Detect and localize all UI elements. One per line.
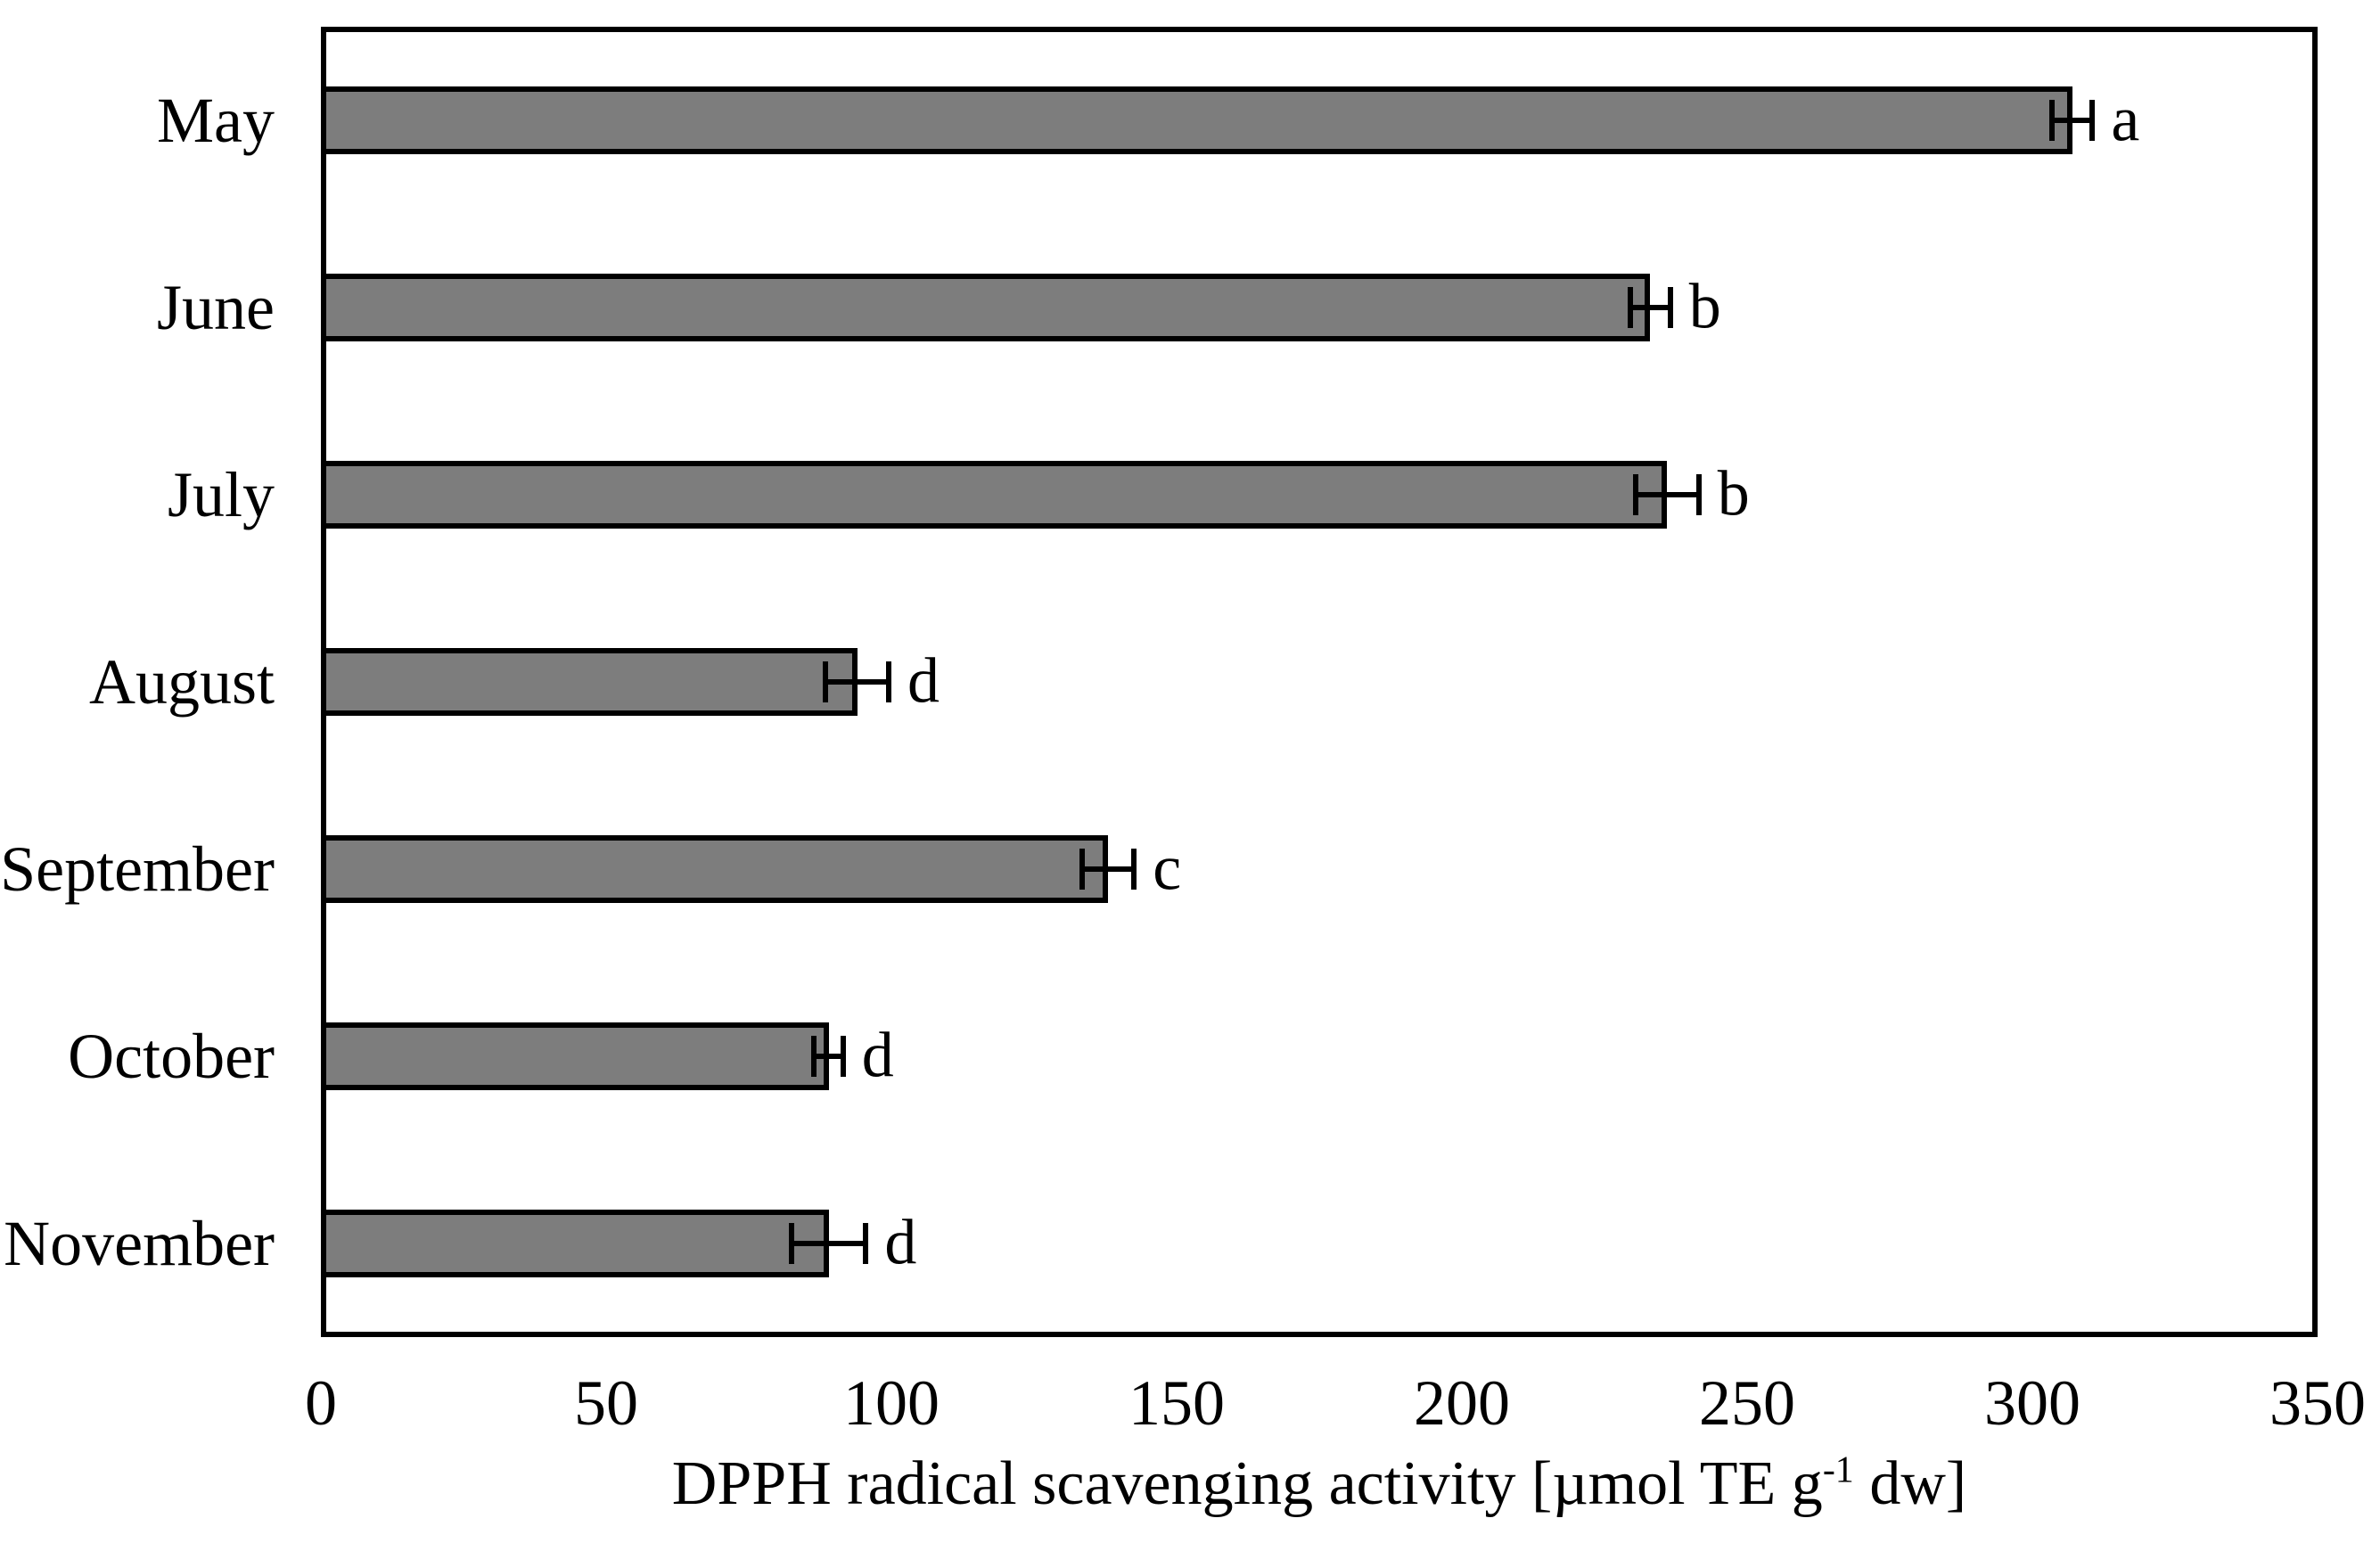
x-axis-title-superscript: -1 xyxy=(1822,1449,1854,1491)
error-bar-october xyxy=(811,1054,846,1059)
x-tick-label-0: 0 xyxy=(305,1367,337,1439)
significance-letter-may: a xyxy=(2111,83,2140,155)
bar-november xyxy=(321,1210,829,1277)
category-label-september: September xyxy=(0,833,275,905)
error-bar-right-cap-june xyxy=(1667,287,1673,328)
error-bar-right-cap-october xyxy=(840,1036,846,1077)
bar-october xyxy=(321,1022,829,1090)
error-bar-left-cap-july xyxy=(1633,474,1638,515)
category-label-november: November xyxy=(4,1208,275,1279)
significance-letter-august: d xyxy=(907,644,940,717)
error-bar-right-cap-may xyxy=(2089,100,2096,141)
error-bar-left-cap-october xyxy=(811,1036,817,1077)
significance-letter-october: d xyxy=(861,1019,894,1091)
x-tick-label-150: 150 xyxy=(1128,1367,1225,1439)
x-tick-label-350: 350 xyxy=(2269,1367,2366,1439)
x-axis-title-main: DPPH radical scavenging activity [µmol T… xyxy=(671,1449,1823,1518)
x-axis-title-suffix: dw] xyxy=(1853,1449,1967,1518)
category-label-july: July xyxy=(167,459,275,530)
significance-letter-september: c xyxy=(1153,832,1182,904)
error-bar-left-cap-august xyxy=(823,661,829,702)
category-label-october: October xyxy=(68,1021,275,1092)
category-label-june: June xyxy=(157,272,275,343)
x-tick-label-300: 300 xyxy=(1984,1367,2080,1439)
error-bar-september xyxy=(1079,866,1137,872)
category-label-august: August xyxy=(88,646,275,718)
x-tick-label-50: 50 xyxy=(574,1367,638,1439)
x-tick-label-200: 200 xyxy=(1414,1367,1510,1439)
error-bar-august xyxy=(823,679,891,685)
bar-july xyxy=(321,461,1667,529)
error-bar-right-cap-july xyxy=(1695,474,1702,515)
error-bar-right-cap-november xyxy=(863,1223,869,1264)
significance-letter-june: b xyxy=(1688,270,1721,342)
x-axis-title: DPPH radical scavenging activity [µmol T… xyxy=(321,1449,2318,1515)
x-tick-label-100: 100 xyxy=(843,1367,940,1439)
significance-letter-july: b xyxy=(1717,457,1750,529)
error-bar-left-cap-june xyxy=(1627,287,1633,328)
bar-june xyxy=(321,274,1650,341)
bar-september xyxy=(321,835,1108,903)
x-tick-label-250: 250 xyxy=(1699,1367,1795,1439)
error-bar-left-cap-november xyxy=(788,1223,794,1264)
error-bar-right-cap-september xyxy=(1131,849,1137,890)
error-bar-november xyxy=(788,1241,869,1246)
category-label-may: May xyxy=(157,85,275,156)
error-bar-june xyxy=(1627,305,1673,310)
error-bar-left-cap-may xyxy=(2049,100,2056,141)
significance-letter-november: d xyxy=(884,1206,917,1278)
bar-may xyxy=(321,86,2072,154)
error-bar-right-cap-august xyxy=(886,661,891,702)
error-bar-july xyxy=(1633,492,1702,497)
bar-august xyxy=(321,648,858,716)
error-bar-may xyxy=(2049,118,2096,123)
error-bar-left-cap-september xyxy=(1079,849,1086,890)
